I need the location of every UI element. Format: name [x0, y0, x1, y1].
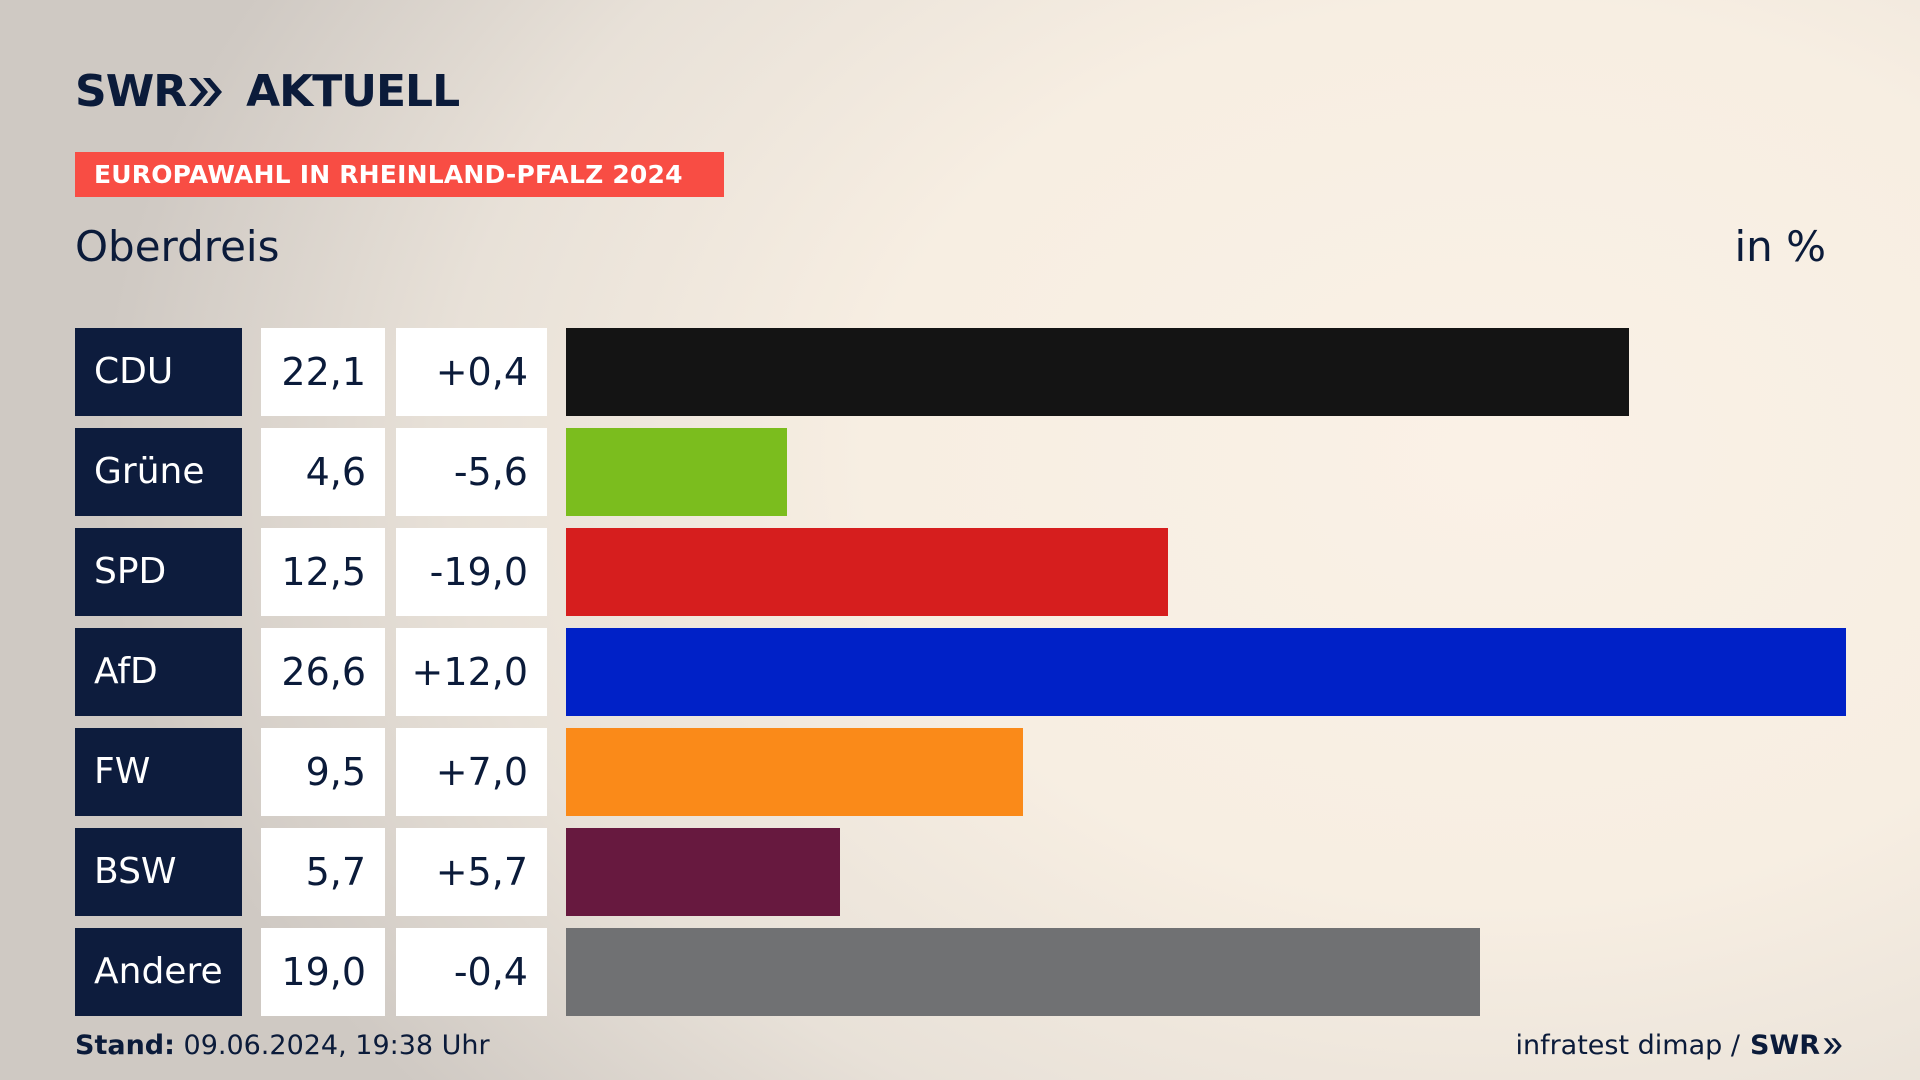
result-row: CDU 22,1 +0,4	[75, 328, 1846, 416]
vote-share-value: 5,7	[261, 828, 385, 916]
swr-small-logo: SWR	[1750, 1030, 1844, 1061]
source-credit: infratest dimap / SWR	[1515, 1030, 1844, 1061]
swr-aktuell-logo: SWR AKTUELL	[75, 66, 460, 117]
party-label: Andere	[75, 928, 242, 1016]
vote-share-value: 22,1	[261, 328, 385, 416]
result-row: Grüne 4,6 -5,6	[75, 428, 1846, 516]
vote-change-value: -5,6	[396, 428, 547, 516]
vote-share-bar	[566, 628, 1846, 716]
vote-share-bar	[566, 828, 840, 916]
vote-share-value: 12,5	[261, 528, 385, 616]
source-text: infratest dimap /	[1515, 1030, 1740, 1061]
result-row: AfD 26,6 +12,0	[75, 628, 1846, 716]
vote-change-value: +12,0	[396, 628, 547, 716]
vote-share-value: 4,6	[261, 428, 385, 516]
timestamp-label: Stand:	[75, 1030, 175, 1061]
party-label: SPD	[75, 528, 242, 616]
vote-share-bar	[566, 528, 1168, 616]
timestamp: Stand: 09.06.2024, 19:38 Uhr	[75, 1030, 490, 1061]
party-label: FW	[75, 728, 242, 816]
vote-change-value: +7,0	[396, 728, 547, 816]
timestamp-value: 09.06.2024, 19:38 Uhr	[183, 1030, 490, 1061]
party-label: BSW	[75, 828, 242, 916]
vote-share-bar	[566, 328, 1629, 416]
logo-swr-text: SWR	[75, 66, 187, 117]
swr-small-text: SWR	[1749, 1030, 1820, 1061]
result-row: SPD 12,5 -19,0	[75, 528, 1846, 616]
vote-change-value: +5,7	[396, 828, 547, 916]
vote-share-value: 19,0	[261, 928, 385, 1016]
vote-share-bar	[566, 428, 787, 516]
region-title: Oberdreis	[75, 222, 280, 271]
double-chevron-small-icon	[1823, 1037, 1842, 1054]
party-label: Grüne	[75, 428, 242, 516]
result-row: Andere 19,0 -0,4	[75, 928, 1846, 1016]
party-label: CDU	[75, 328, 242, 416]
party-label: AfD	[75, 628, 242, 716]
swr-logo: SWR	[75, 66, 226, 117]
vote-share-value: 26,6	[261, 628, 385, 716]
vote-share-bar	[566, 728, 1023, 816]
vote-share-bar	[566, 928, 1480, 1016]
unit-label: in %	[1734, 222, 1826, 271]
vote-change-value: -0,4	[396, 928, 547, 1016]
vote-change-value: +0,4	[396, 328, 547, 416]
vote-change-value: -19,0	[396, 528, 547, 616]
double-chevron-icon	[189, 77, 223, 106]
result-row: BSW 5,7 +5,7	[75, 828, 1846, 916]
result-row: FW 9,5 +7,0	[75, 728, 1846, 816]
vote-share-value: 9,5	[261, 728, 385, 816]
logo-aktuell-text: AKTUELL	[246, 66, 460, 117]
election-banner: EUROPAWAHL IN RHEINLAND-PFALZ 2024	[75, 152, 724, 197]
